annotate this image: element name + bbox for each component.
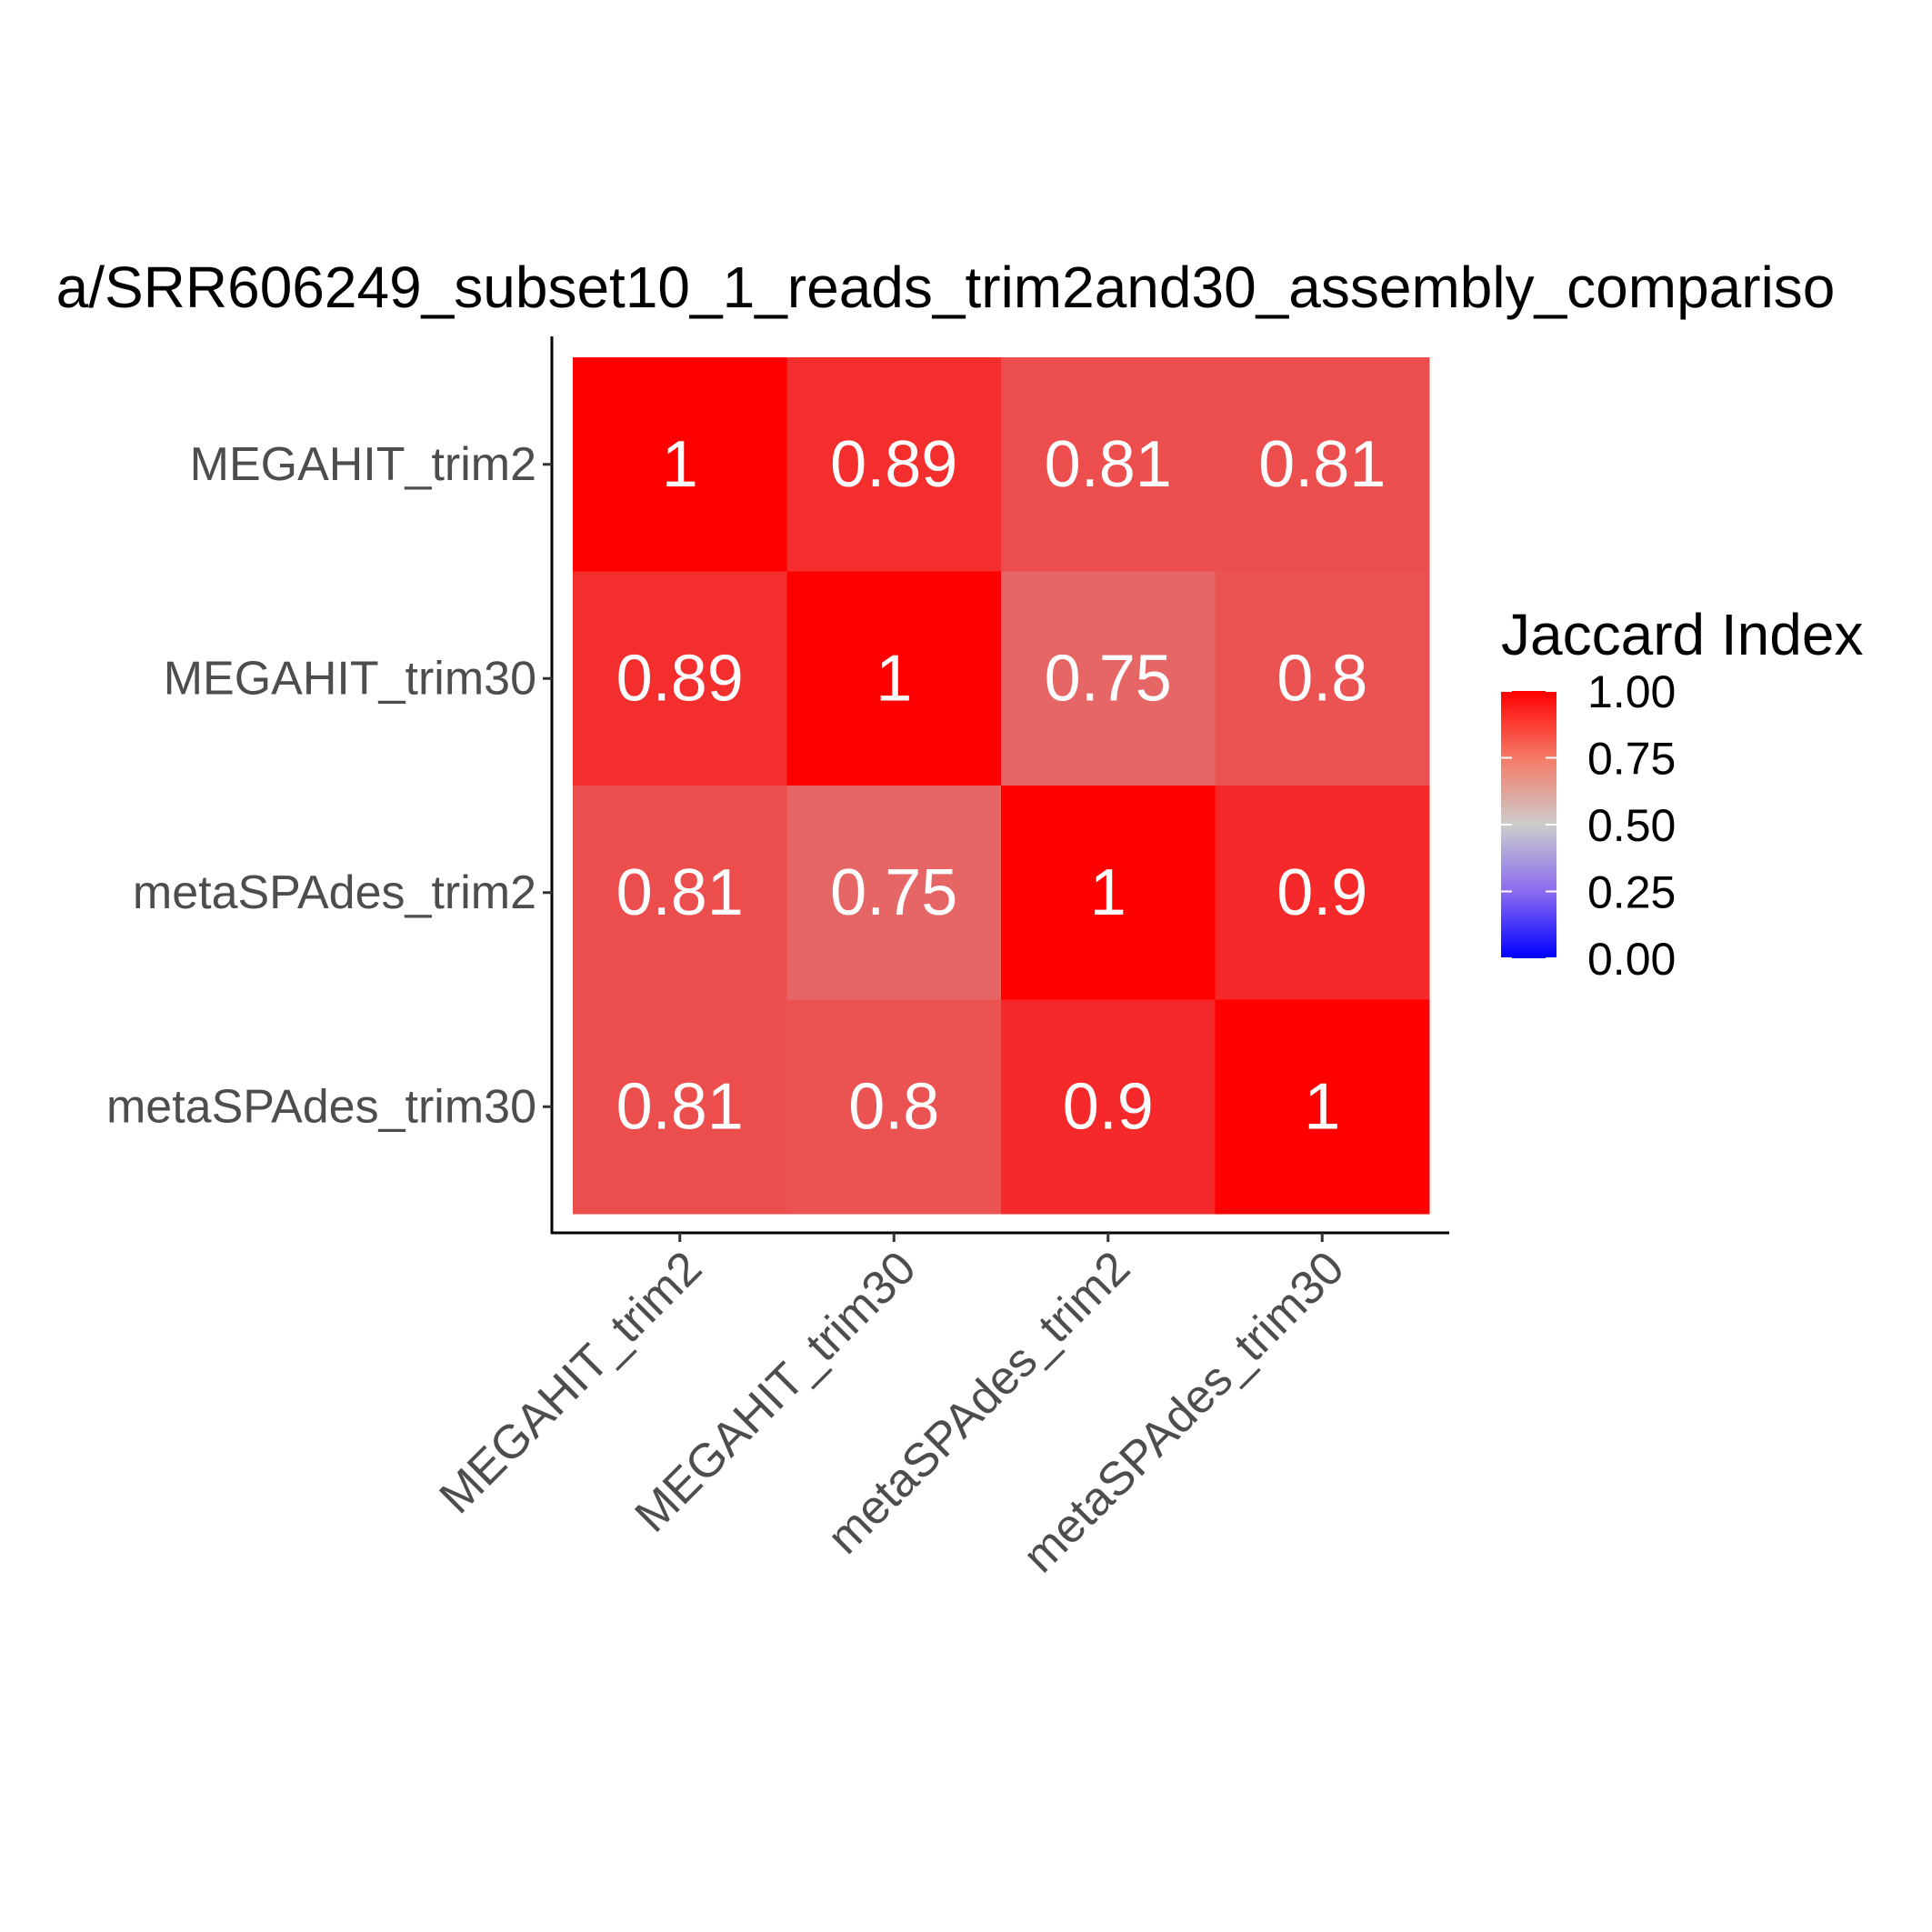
cell-value-label: 0.9 <box>1063 1070 1154 1143</box>
legend-title: Jaccard Index <box>1501 602 1863 667</box>
cell-value-label: 1 <box>876 642 912 715</box>
legend-tick-label: 0.00 <box>1587 934 1676 985</box>
cell-value-label: 0.75 <box>830 856 957 929</box>
cell-value-label: 0.81 <box>1045 428 1172 501</box>
heatmap-cell <box>573 786 787 1000</box>
y-tick-label: MEGAHIT_trim2 <box>190 438 536 491</box>
y-tick-label: metaSPAdes_trim30 <box>106 1080 536 1133</box>
heatmap-cell-labels: 1 0.89 0.81 0.810.89 1 0.75 0.80.81 0.75 1 0.90.8… <box>616 428 1386 1144</box>
legend-tick-label: 0.75 <box>1587 734 1676 785</box>
heatmap-cell <box>1001 571 1216 786</box>
heatmap-cell <box>786 357 1002 572</box>
cell-value-label: 1 <box>662 428 698 501</box>
legend-tick-label: 0.50 <box>1587 800 1676 851</box>
cell-value-label: 0.89 <box>616 642 744 715</box>
chart-title: a/SRR606249_subset10_1_reads_trim2and30_… <box>56 255 1836 320</box>
y-axis: MEGAHIT_trim2 MEGAHIT_trim30 metaSPAdes_tr… <box>106 438 552 1133</box>
legend: Jaccard Index 1.00 0.75 0.50 0.25 0.00 <box>1501 602 1863 985</box>
cell-value-label: 0.8 <box>848 1070 939 1143</box>
cell-value-label: 0.9 <box>1276 856 1367 929</box>
legend-tick-label: 1.00 <box>1587 666 1676 717</box>
cell-value-label: 0.81 <box>616 856 744 929</box>
heatmap-cell <box>1215 999 1430 1215</box>
heatmap-cells <box>573 357 1430 1215</box>
heatmap-cell <box>786 571 1002 786</box>
heatmap-cell <box>786 999 1002 1215</box>
heatmap-cell <box>1215 571 1430 786</box>
y-tick-label: MEGAHIT_trim30 <box>164 652 536 705</box>
cell-value-label: 0.81 <box>1258 428 1386 501</box>
heatmap-cell <box>786 786 1002 1000</box>
cell-value-label: 0.81 <box>616 1070 744 1143</box>
heatmap-cell <box>1001 357 1216 572</box>
cell-value-label: 1 <box>1304 1070 1340 1143</box>
heatmap-cell <box>573 357 787 572</box>
cell-value-label: 1 <box>1090 856 1126 929</box>
heatmap-cell <box>1215 357 1430 572</box>
legend-ticks: 1.00 0.75 0.50 0.25 0.00 <box>1501 666 1676 985</box>
heatmap-cell <box>1001 999 1216 1215</box>
y-tick-label: metaSPAdes_trim2 <box>133 866 536 919</box>
heatmap-cell <box>573 999 787 1215</box>
cell-value-label: 0.89 <box>830 428 957 501</box>
cell-value-label: 0.8 <box>1276 642 1367 715</box>
legend-tick-label: 0.25 <box>1587 867 1676 918</box>
heatmap-cell <box>1001 786 1216 1000</box>
x-axis: MEGAHIT_trim2MEGAHIT_trim30metaSPAdes_tr… <box>430 1233 1355 1583</box>
cell-value-label: 0.75 <box>1045 642 1172 715</box>
heatmap-cell <box>573 571 787 786</box>
heatmap-cell <box>1215 786 1430 1000</box>
